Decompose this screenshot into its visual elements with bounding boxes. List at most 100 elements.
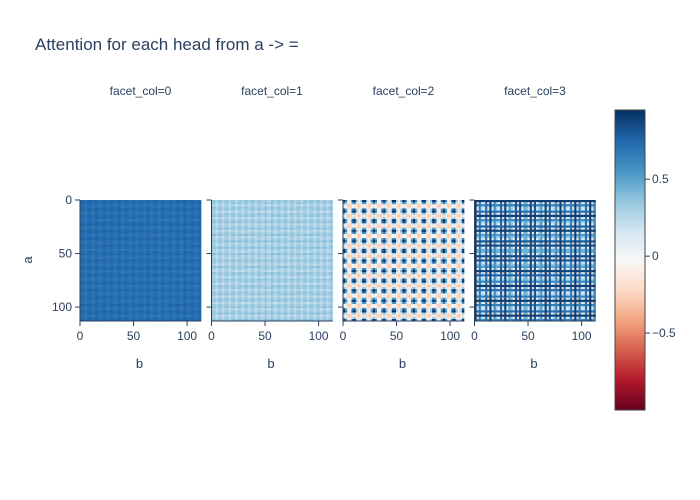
heatmap-cell xyxy=(160,312,164,315)
heatmap-cell xyxy=(330,200,333,203)
heatmap-cell xyxy=(315,202,318,205)
heatmap-cell xyxy=(101,248,104,252)
heatmap-cell xyxy=(156,229,159,233)
heatmap-cell xyxy=(96,236,100,239)
heatmap-cell xyxy=(256,257,259,260)
heatmap-cell xyxy=(169,200,172,203)
heatmap-cell xyxy=(324,206,327,209)
heatmap-cell xyxy=(164,301,168,305)
heatmap-cell xyxy=(247,244,251,248)
heatmap-cell xyxy=(92,219,96,222)
heatmap-cell xyxy=(292,242,295,245)
heatmap-cell xyxy=(262,208,265,211)
heatmap-cell xyxy=(188,250,191,254)
heatmap-cell xyxy=(167,276,170,279)
heatmap-cell xyxy=(126,259,130,262)
heatmap-cell xyxy=(118,276,121,279)
heatmap-cell xyxy=(230,236,234,239)
heatmap-cell xyxy=(196,200,200,203)
heatmap-cell xyxy=(266,261,270,265)
heatmap-cell xyxy=(86,318,89,322)
heatmap-cell xyxy=(90,257,94,260)
heatmap-cell xyxy=(94,200,98,203)
heatmap-cell xyxy=(162,204,166,207)
heatmap-cell xyxy=(326,238,329,241)
heatmap-cell xyxy=(154,236,157,239)
heatmap-cell xyxy=(92,208,96,211)
heatmap-cell xyxy=(139,221,142,224)
heatmap-cell xyxy=(279,244,282,248)
heatmap-cell xyxy=(88,261,91,265)
heatmap-cell xyxy=(222,227,225,231)
heatmap-cell xyxy=(251,261,255,265)
heatmap-cell xyxy=(279,255,282,258)
heatmap-cell xyxy=(128,236,132,239)
heatmap-cell xyxy=(141,244,145,248)
heatmap-cell xyxy=(311,244,314,248)
heatmap-cell xyxy=(175,263,178,267)
heatmap-cell xyxy=(245,240,248,243)
heatmap-cell xyxy=(256,204,259,207)
heatmap-cell xyxy=(130,295,134,298)
heatmap-cell xyxy=(226,212,229,216)
heatmap-cell xyxy=(287,212,291,216)
heatmap-cell xyxy=(135,219,138,222)
heatmap-cell xyxy=(120,238,123,241)
heatmap-cell xyxy=(192,259,195,262)
heatmap-cell xyxy=(192,216,195,220)
heatmap-cell xyxy=(228,227,231,231)
heatmap-cell xyxy=(196,244,200,248)
heatmap-cell xyxy=(82,206,85,209)
heatmap-cell xyxy=(141,214,145,218)
heatmap-cell xyxy=(143,304,147,307)
heatmap-cell xyxy=(290,240,293,243)
heatmap-cell xyxy=(135,261,138,265)
heatmap-cell xyxy=(113,318,117,322)
heatmap-cell xyxy=(302,216,306,220)
heatmap-cell xyxy=(292,231,295,235)
heatmap-cell xyxy=(113,270,117,273)
heatmap-cell xyxy=(241,255,244,258)
heatmap-cell xyxy=(294,206,297,209)
heatmap-cell xyxy=(99,284,102,288)
heatmap-cell xyxy=(92,204,96,207)
heatmap-cell xyxy=(249,229,253,233)
heatmap-cell xyxy=(304,259,308,262)
heatmap-cell xyxy=(217,238,221,241)
heatmap-cell xyxy=(116,250,119,254)
heatmap-cell xyxy=(226,229,229,233)
heatmap-cell xyxy=(167,253,170,256)
heatmap-cell xyxy=(184,248,187,252)
heatmap-cell xyxy=(122,244,125,248)
heatmap-cell xyxy=(173,280,176,284)
heatmap-cell xyxy=(181,231,185,235)
heatmap-cell xyxy=(211,248,214,252)
heatmap-cell xyxy=(264,233,268,237)
heatmap-cell xyxy=(92,318,96,322)
heatmap-cell xyxy=(292,244,295,248)
heatmap-cell xyxy=(141,276,145,279)
heatmap-cell xyxy=(219,233,223,237)
heatmap-cell xyxy=(181,270,185,273)
heatmap-cell xyxy=(84,308,87,311)
heatmap-cell xyxy=(292,250,295,254)
heatmap-cell xyxy=(313,238,316,241)
heatmap-cell xyxy=(283,219,287,222)
heatmap-cell xyxy=(160,318,164,322)
heatmap-cell xyxy=(139,206,142,209)
heatmap-cell xyxy=(177,312,181,315)
heatmap-cell xyxy=(194,210,198,214)
heatmap-cell xyxy=(190,229,193,233)
heatmap-cell xyxy=(179,236,183,239)
heatmap-cell xyxy=(130,223,134,226)
heatmap-cell xyxy=(198,272,202,275)
heatmap-cell xyxy=(128,280,132,284)
heatmap-cell xyxy=(99,312,102,315)
heatmap-cell xyxy=(80,314,83,318)
heatmap-cell xyxy=(251,259,255,262)
heatmap-cell xyxy=(152,238,155,241)
heatmap-cell xyxy=(141,293,145,296)
heatmap-cell xyxy=(167,318,170,322)
heatmap-cell xyxy=(247,236,251,239)
heatmap-cell xyxy=(162,248,166,252)
